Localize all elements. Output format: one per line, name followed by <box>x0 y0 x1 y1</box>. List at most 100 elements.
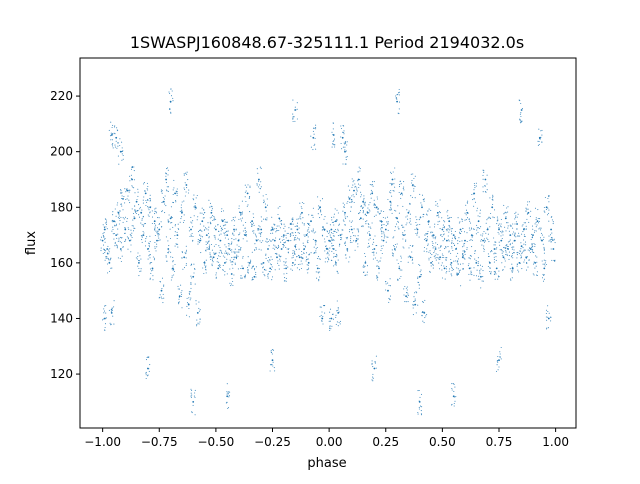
data-point-density <box>526 204 529 206</box>
data-point-density <box>469 222 472 224</box>
data-point-density <box>350 237 352 239</box>
data-point-density <box>462 268 464 270</box>
data-point-density <box>437 221 439 223</box>
data-point-density <box>189 293 191 295</box>
data-point-density <box>423 238 426 240</box>
data-point-density <box>371 181 374 183</box>
data-point-density <box>344 214 346 216</box>
data-point-density <box>531 243 533 245</box>
data-point-density <box>525 225 527 227</box>
data-point-density <box>161 211 163 213</box>
data-point-density <box>504 226 506 228</box>
data-point-density <box>294 250 296 252</box>
data-point <box>271 359 274 362</box>
data-point-density <box>141 236 143 238</box>
data-point-density <box>113 132 115 134</box>
data-point-density <box>281 235 283 238</box>
data-point-density <box>322 226 324 228</box>
data-point-density <box>365 223 367 225</box>
data-point <box>337 312 340 314</box>
data-point <box>176 234 179 237</box>
data-point-density <box>422 311 424 313</box>
data-point-density <box>476 207 478 209</box>
data-point-density <box>543 259 545 261</box>
data-point-density <box>379 260 381 262</box>
data-point-density <box>242 238 244 240</box>
data-point-density <box>476 229 478 231</box>
data-point-density <box>480 240 482 242</box>
data-point-density <box>332 134 334 136</box>
data-point-density <box>196 319 198 321</box>
data-point-density <box>482 186 484 188</box>
data-point <box>215 228 217 231</box>
data-point <box>418 275 421 278</box>
data-point-density <box>105 312 107 314</box>
data-point-density <box>188 230 190 232</box>
data-point-density <box>444 238 446 241</box>
data-point-density <box>547 305 549 307</box>
data-point-density <box>166 167 169 169</box>
data-point-density <box>222 210 225 212</box>
data-point-density <box>421 406 423 408</box>
data-point-density <box>535 221 537 223</box>
data-point-density <box>294 263 296 265</box>
data-point-density <box>349 197 351 199</box>
data-point-density <box>372 377 374 379</box>
data-point-density <box>351 220 353 222</box>
data-point-density <box>403 189 405 191</box>
data-point-density <box>446 211 448 213</box>
data-point-density <box>497 231 499 234</box>
data-point-density <box>190 282 192 284</box>
data-point-density <box>331 238 333 240</box>
data-point-density <box>178 228 180 231</box>
data-point-density <box>224 231 227 233</box>
data-point-density <box>374 361 376 363</box>
data-point-density <box>345 156 347 158</box>
data-point-density <box>476 227 478 229</box>
data-point-density <box>278 255 280 257</box>
data-point-density <box>410 173 412 175</box>
data-point <box>273 239 276 242</box>
data-point-density <box>301 250 303 253</box>
data-point-density <box>504 212 506 214</box>
data-point-density <box>340 127 343 130</box>
data-point-density <box>475 233 477 235</box>
data-point-density <box>372 258 374 260</box>
data-point-density <box>318 280 320 282</box>
data-point-density <box>385 280 387 283</box>
data-point-density <box>118 223 120 225</box>
data-point-density <box>537 144 539 146</box>
data-point-density <box>133 227 135 229</box>
data-point-density <box>231 257 233 259</box>
data-point-density <box>284 277 286 279</box>
data-point-density <box>196 194 198 197</box>
data-point-density <box>305 259 308 261</box>
data-point-density <box>251 224 253 226</box>
data-point-density <box>154 210 156 212</box>
data-point-density <box>418 219 420 221</box>
data-point-density <box>501 262 503 264</box>
data-point-density <box>387 222 389 224</box>
data-point-density <box>454 400 456 402</box>
data-point-density <box>512 267 514 269</box>
data-point-density <box>512 257 514 259</box>
data-point-density <box>162 197 164 199</box>
data-point-density <box>225 246 227 248</box>
data-point-density <box>454 237 456 239</box>
data-point-density <box>541 277 544 279</box>
data-point-density <box>413 185 415 187</box>
data-point-density <box>115 244 117 246</box>
data-point-density <box>346 236 349 238</box>
data-point-density <box>526 208 528 210</box>
data-point-density <box>315 240 318 242</box>
data-point-density <box>128 191 130 193</box>
data-point-density <box>114 208 116 210</box>
data-point-density <box>271 279 273 281</box>
data-point-density <box>274 245 276 247</box>
data-point-density <box>148 250 150 252</box>
data-point-density <box>413 301 415 303</box>
data-point-density <box>383 234 385 236</box>
data-point-density <box>231 264 233 266</box>
data-point-density <box>489 197 491 199</box>
data-point-density <box>522 224 524 226</box>
